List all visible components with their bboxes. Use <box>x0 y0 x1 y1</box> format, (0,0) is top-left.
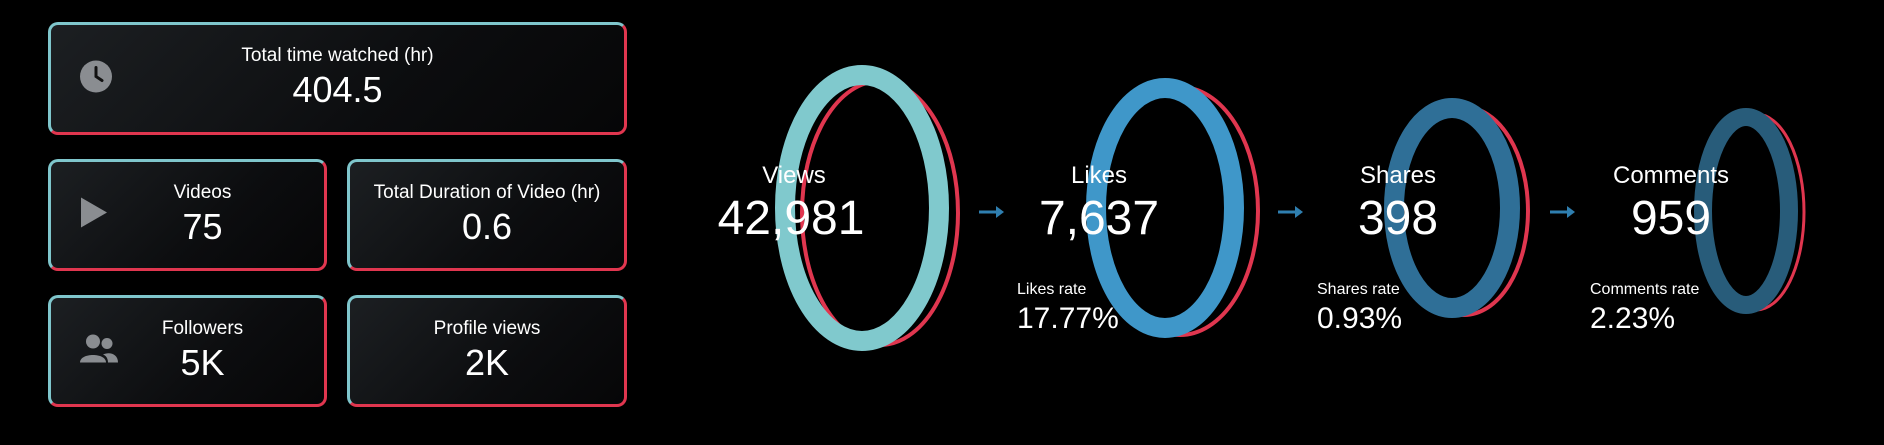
kpi-card-total-duration: Total Duration of Video (hr) 0.6 <box>347 159 627 271</box>
views-label: Views <box>762 162 826 189</box>
kpi-label: Total Duration of Video (hr) <box>373 181 601 203</box>
shares-rate-value: 0.93% <box>1317 302 1403 335</box>
likes-value: 7,637 <box>1038 192 1160 245</box>
likes-label: Likes <box>1070 162 1128 189</box>
likes-ring <box>1086 78 1244 338</box>
kpi-label: Videos <box>173 181 232 203</box>
likes-rate-label: Likes rate <box>1017 281 1087 298</box>
kpi-card-total-time-watched: Total time watched (hr) 404.5 <box>48 22 627 135</box>
clock-icon <box>79 59 113 98</box>
shares-value: 398 <box>1357 192 1439 245</box>
kpi-card-profile-views: Profile views 2K <box>347 295 627 407</box>
kpi-value: 404.5 <box>292 69 383 111</box>
comments-label: Comments <box>1612 162 1730 189</box>
comments-value: 959 <box>1630 192 1712 245</box>
kpi-card-videos: Videos 75 <box>48 159 327 271</box>
shares-label: Shares <box>1359 162 1437 189</box>
kpi-label: Followers <box>161 317 244 339</box>
comments-rate-value: 2.23% <box>1590 302 1676 335</box>
views-value: 42,981 <box>717 192 865 245</box>
shares-rate-label: Shares rate <box>1317 281 1400 298</box>
shares-ring <box>1384 98 1520 318</box>
comments-rate-label: Comments rate <box>1590 281 1700 298</box>
kpi-label: Total time watched (hr) <box>241 45 434 67</box>
arrow-icon <box>1550 206 1575 218</box>
kpi-value: 75 <box>182 205 223 247</box>
likes-rate-value: 17.77% <box>1017 302 1119 335</box>
kpi-value: 5K <box>180 341 225 383</box>
users-icon <box>79 333 119 370</box>
kpi-value: 0.6 <box>461 205 513 247</box>
comments-ring <box>1694 108 1798 314</box>
arrow-icon <box>979 206 1004 218</box>
kpi-card-followers: Followers 5K <box>48 295 327 407</box>
views-ring <box>775 65 949 351</box>
play-icon <box>79 196 109 235</box>
arrow-icon <box>1278 206 1303 218</box>
kpi-label: Profile views <box>433 317 541 339</box>
kpi-value: 2K <box>464 341 510 383</box>
